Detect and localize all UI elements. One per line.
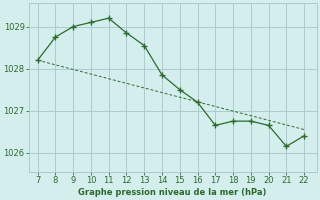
X-axis label: Graphe pression niveau de la mer (hPa): Graphe pression niveau de la mer (hPa) bbox=[78, 188, 267, 197]
